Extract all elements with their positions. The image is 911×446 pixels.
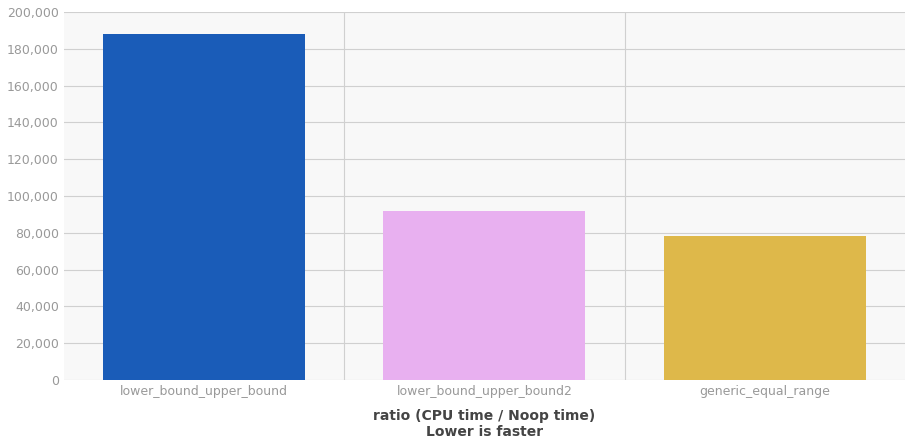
Bar (103, 34, 304, 380)
Bar (383, 211, 585, 380)
X-axis label: ratio (CPU time / Noop time)
Lower is faster: ratio (CPU time / Noop time) Lower is fa… (373, 409, 595, 439)
Bar (663, 236, 865, 380)
